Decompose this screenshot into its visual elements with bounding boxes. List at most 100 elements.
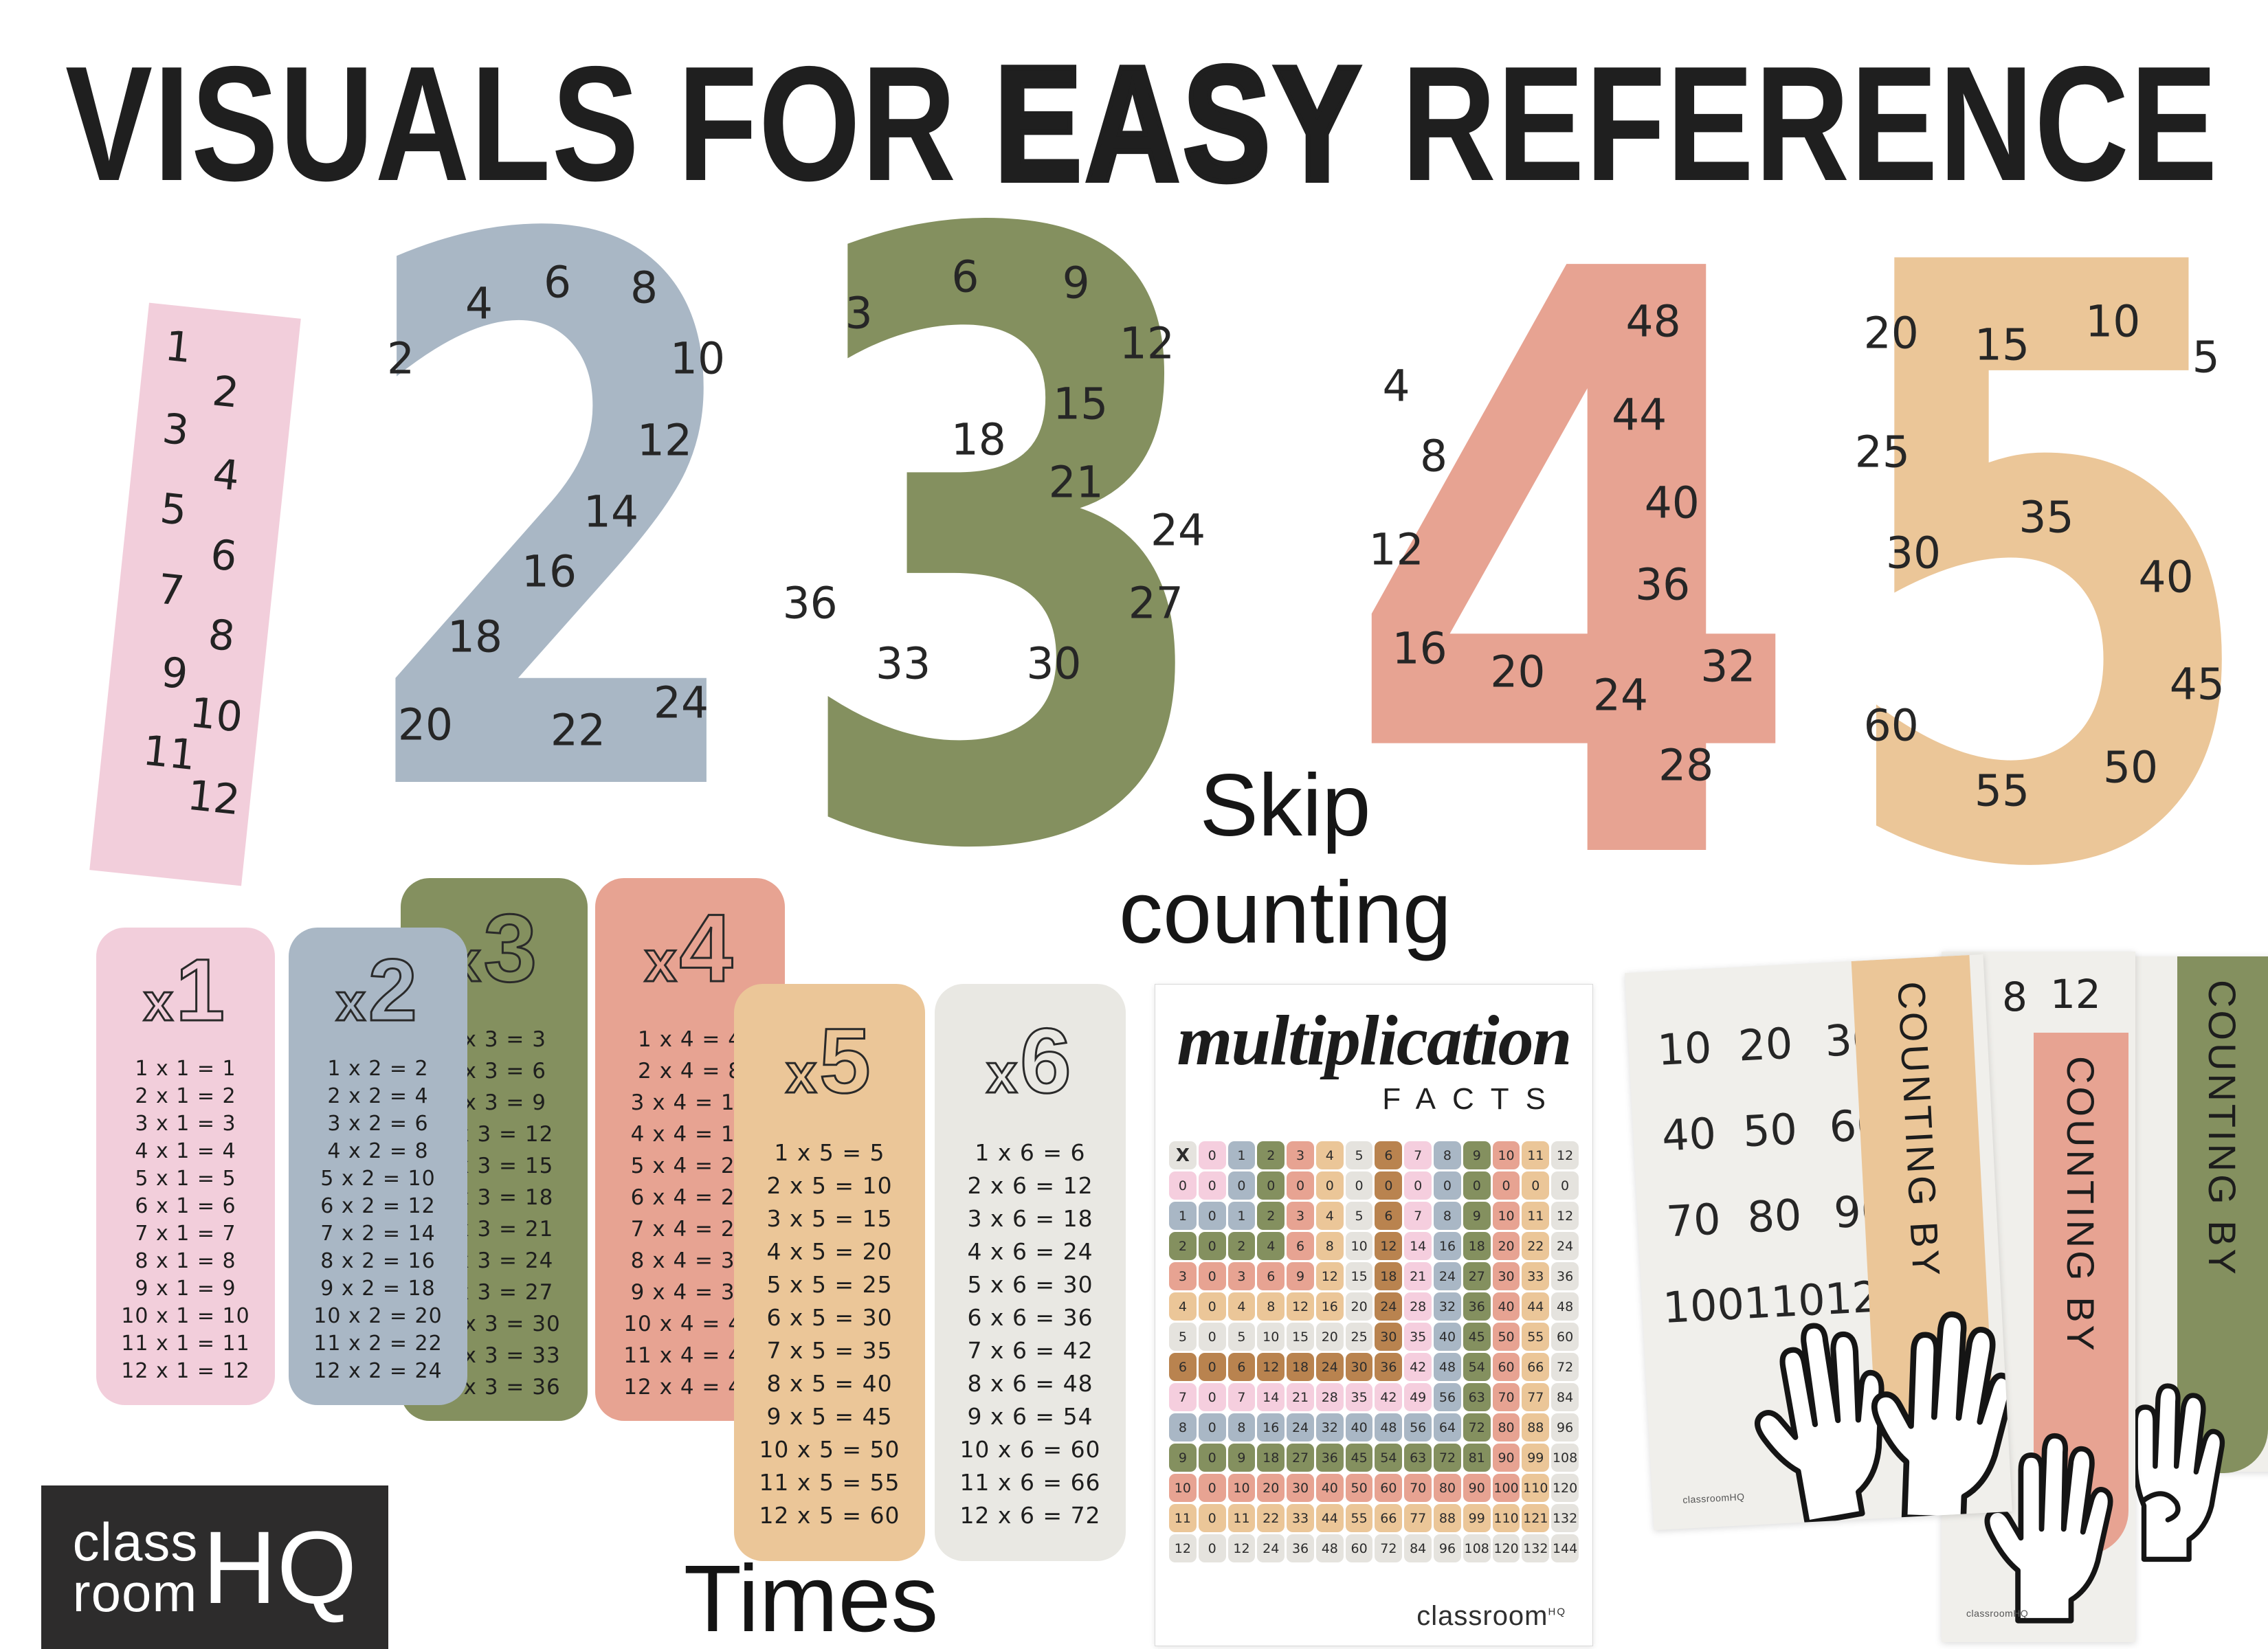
equation-row: 5 x 1 = 5 xyxy=(135,1167,236,1191)
grid-cell: 28 xyxy=(1404,1292,1432,1321)
grid-cell: 12 xyxy=(1375,1232,1403,1260)
skip-number: 8 xyxy=(630,262,658,313)
grid-cell: 0 xyxy=(1287,1171,1314,1200)
grid-cell: 4 xyxy=(1169,1292,1197,1321)
logo-hq: HQ xyxy=(202,1510,357,1625)
skip-number: 24 xyxy=(1150,505,1206,556)
grid-cell: 9 xyxy=(1463,1141,1491,1169)
skip-number: 4 xyxy=(465,278,493,329)
grid-cell: 35 xyxy=(1345,1383,1373,1411)
equation-row: 4 x 2 = 8 xyxy=(327,1139,429,1163)
grid-cell: 120 xyxy=(1551,1474,1579,1502)
skip-number: 4 xyxy=(1382,361,1410,411)
equation-row: 8 x 2 = 16 xyxy=(320,1249,436,1273)
grid-cell: 36 xyxy=(1551,1262,1579,1290)
grid-cell: 5 xyxy=(1345,1141,1373,1169)
grid-cell: 25 xyxy=(1345,1323,1373,1351)
grid-cell: 8 xyxy=(1257,1292,1285,1321)
equation-row: 8 x 1 = 8 xyxy=(135,1249,236,1273)
grid-cell: 2 xyxy=(1169,1232,1197,1260)
poster-title: multiplication xyxy=(1177,1001,1572,1080)
grid-cell: 90 xyxy=(1463,1474,1491,1502)
grid-cell: 0 xyxy=(1198,1171,1226,1200)
skip-number: 21 xyxy=(1048,457,1104,508)
grid-cell: 5 xyxy=(1227,1323,1256,1351)
poster-brand-hq: HQ xyxy=(1548,1606,1566,1618)
grid-cell: 96 xyxy=(1551,1413,1579,1442)
equation-row: 4 x 6 = 24 xyxy=(967,1238,1093,1265)
skip-number: 30 xyxy=(1885,528,1942,579)
grid-cell: 12 xyxy=(1227,1534,1256,1562)
equation-row: 11 x 5 = 55 xyxy=(759,1469,900,1496)
grid-cell: 30 xyxy=(1345,1353,1373,1381)
grid-cell: 64 xyxy=(1434,1413,1461,1442)
grid-cell: 60 xyxy=(1345,1534,1373,1562)
grid-cell: 7 xyxy=(1404,1141,1432,1169)
equation-row: 12 x 5 = 60 xyxy=(759,1502,900,1529)
equation-row: 3 x 4 = 12 xyxy=(630,1090,750,1115)
grid-cell: 0 xyxy=(1198,1202,1226,1230)
grid-cell: 9 xyxy=(1169,1444,1197,1472)
equation-row: 5 x 6 = 30 xyxy=(967,1271,1093,1298)
grid-cell: 132 xyxy=(1522,1534,1550,1562)
grid-cell: 0 xyxy=(1198,1413,1226,1442)
grid-cell: 12 xyxy=(1551,1202,1579,1230)
equation-row: 5 x 4 = 20 xyxy=(630,1154,750,1178)
grid-cell: 18 xyxy=(1257,1444,1285,1472)
counting-number: 20 xyxy=(1737,1018,1794,1071)
grid-cell: 60 xyxy=(1375,1474,1403,1502)
equation-row: 1 x 6 = 6 xyxy=(975,1139,1086,1166)
grid-cell: 12 xyxy=(1169,1534,1197,1562)
grid-cell: 48 xyxy=(1315,1534,1344,1562)
digit-glyph: 2 xyxy=(348,85,758,960)
grid-cell: X xyxy=(1169,1141,1197,1169)
grid-cell: 80 xyxy=(1434,1474,1461,1502)
grid-cell: 35 xyxy=(1404,1323,1432,1351)
skip-number: 10 xyxy=(2085,296,2141,347)
grid-cell: 10 xyxy=(1169,1474,1197,1502)
skip-number: 20 xyxy=(397,699,454,750)
grid-cell: 30 xyxy=(1375,1323,1403,1351)
grid-cell: 0 xyxy=(1198,1141,1226,1169)
equation-row: 3 x 1 = 3 xyxy=(135,1112,236,1136)
skip-number: 44 xyxy=(1612,390,1667,440)
equation-row: 8 x 6 = 48 xyxy=(967,1370,1093,1397)
equation-row: 9 x 2 = 18 xyxy=(320,1277,436,1301)
grid-cell: 9 xyxy=(1463,1202,1491,1230)
grid-cell: 20 xyxy=(1315,1323,1344,1351)
grid-cell: 36 xyxy=(1287,1534,1314,1562)
counting-number: 50 xyxy=(1742,1103,1799,1157)
equation-row: 9 x 5 = 45 xyxy=(766,1403,893,1430)
grid-cell: 40 xyxy=(1315,1474,1344,1502)
grid-cell: 0 xyxy=(1198,1383,1226,1411)
grid-cell: 44 xyxy=(1522,1292,1550,1321)
skip-number: 55 xyxy=(1974,765,2030,816)
grid-cell: 10 xyxy=(1492,1141,1520,1169)
times-tables-label: Times tables xyxy=(683,1546,939,1649)
equation-row: 12 x 1 = 12 xyxy=(121,1359,250,1383)
grid-cell: 6 xyxy=(1375,1202,1403,1230)
grid-cell: 0 xyxy=(1551,1171,1579,1200)
grid-cell: 63 xyxy=(1404,1444,1432,1472)
grid-cell: 30 xyxy=(1492,1262,1520,1290)
grid-cell: 10 xyxy=(1345,1232,1373,1260)
grid-cell: 0 xyxy=(1315,1171,1344,1200)
grid-cell: 24 xyxy=(1375,1292,1403,1321)
equation-row: 1 x 4 = 4 xyxy=(638,1027,742,1052)
grid-cell: 81 xyxy=(1463,1444,1491,1472)
grid-cell: 9 xyxy=(1227,1444,1256,1472)
grid-cell: 4 xyxy=(1315,1202,1344,1230)
skip-counting-digit-3: 3 3 6 9 12 15 18 21 24 27 30 33 36 xyxy=(782,132,1227,964)
skip-number: 5 xyxy=(2192,332,2220,383)
grid-cell: 40 xyxy=(1345,1413,1373,1442)
skip-number: 30 xyxy=(1026,638,1082,689)
skip-number: 36 xyxy=(782,578,838,629)
grid-cell: 42 xyxy=(1404,1353,1432,1381)
equation-row: 6 x 1 = 6 xyxy=(135,1194,236,1218)
grid-cell: 27 xyxy=(1463,1262,1491,1290)
grid-cell: 110 xyxy=(1522,1474,1550,1502)
grid-cell: 50 xyxy=(1345,1474,1373,1502)
grid-cell: 1 xyxy=(1227,1202,1256,1230)
skip-label-line2: counting xyxy=(1119,864,1452,963)
grid-cell: 12 xyxy=(1257,1353,1285,1381)
